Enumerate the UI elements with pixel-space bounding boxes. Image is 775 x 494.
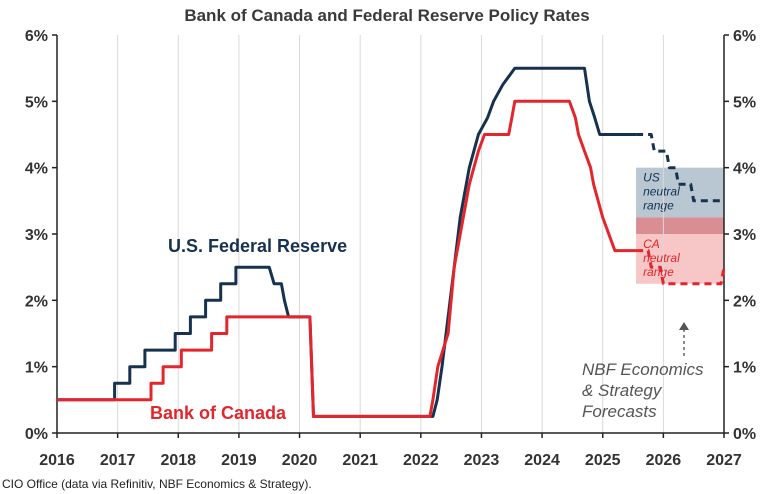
neutral-band-1: [636, 234, 724, 284]
forecast-annotation: NBF Economics & Strategy Forecasts: [582, 322, 704, 421]
forecast-label-line-3: Forecasts: [582, 402, 657, 421]
y-right-tick-label-2: 2%: [733, 293, 756, 310]
series-line-3: [636, 249, 726, 286]
y-right-tick-label-6: 6%: [733, 28, 756, 45]
y-right-tick-label-3: 3%: [733, 227, 756, 244]
axes: [52, 34, 729, 438]
x-tick-label-3: 2019: [221, 452, 257, 469]
neutral-band-label-0-0: US: [643, 171, 660, 185]
neutral-band-0: [636, 167, 724, 218]
series-line-1: [636, 133, 724, 203]
forecast-label-line-1: NBF Economics: [582, 360, 704, 379]
x-tick-label-10: 2026: [646, 452, 682, 469]
y-right-tick-label-1: 1%: [733, 360, 756, 377]
chart-title: Bank of Canada and Federal Reserve Polic…: [184, 6, 589, 25]
x-tick-label-8: 2024: [524, 452, 560, 469]
x-tick-label-9: 2025: [585, 452, 621, 469]
series-lines: [57, 66, 726, 418]
neutral-band-label-1-1: neutral: [643, 251, 680, 265]
series-line-2: [57, 99, 637, 418]
y-left-tick-label-0: 0%: [25, 426, 48, 443]
forecast-label-line-2: & Strategy: [582, 381, 663, 400]
source-note: CIO Office (data via Refinitiv, NBF Econ…: [2, 477, 312, 491]
x-tick-label-2: 2018: [160, 452, 196, 469]
y-left-tick-label-2: 2%: [25, 293, 48, 310]
tick-labels: 2016 2017 2018 2019 2020 2021 2022 2023 2024 2025…: [25, 28, 756, 469]
boc-series-label: Bank of Canada: [150, 403, 287, 423]
grid-lines: [117, 35, 664, 433]
fed-series-label: U.S. Federal Reserve: [168, 236, 347, 256]
y-right-tick-label-5: 5%: [733, 94, 756, 111]
x-tick-label-11: 2027: [706, 452, 742, 469]
x-tick-label-6: 2022: [403, 452, 439, 469]
y-left-tick-label-4: 4%: [25, 161, 48, 178]
x-tick-label-7: 2023: [464, 452, 500, 469]
x-tick-label-4: 2020: [282, 452, 318, 469]
y-left-tick-label-1: 1%: [25, 360, 48, 377]
y-left-tick-label-6: 6%: [25, 28, 48, 45]
x-tick-label-0: 2016: [39, 452, 75, 469]
neutral-band-2: [636, 217, 724, 234]
y-right-tick-label-0: 0%: [733, 426, 756, 443]
x-tick-label-1: 2017: [100, 452, 136, 469]
y-right-tick-label-4: 4%: [733, 161, 756, 178]
x-tick-label-5: 2021: [342, 452, 378, 469]
y-left-tick-label-5: 5%: [25, 94, 48, 111]
neutral-band-label-0-1: neutral: [643, 185, 680, 199]
neutral-band-label-1-0: CA: [643, 237, 660, 251]
series-line-0: [57, 66, 637, 418]
forecast-arrow-head: [679, 322, 689, 330]
y-left-tick-label-3: 3%: [25, 227, 48, 244]
neutral-band-label-0-2: range: [643, 199, 674, 213]
